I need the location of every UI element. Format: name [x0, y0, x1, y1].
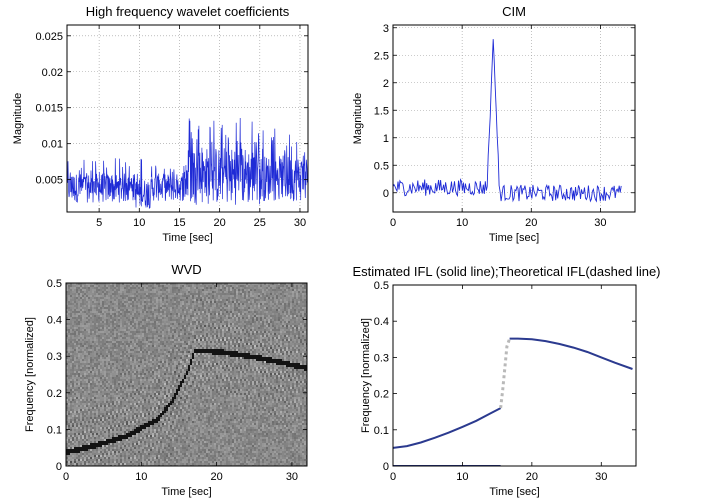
x-tick-label: 10	[133, 217, 145, 229]
series-line	[67, 158, 136, 203]
x-axis-label: Time [sec]	[161, 486, 211, 498]
y-tick-label: 0.4	[47, 315, 62, 327]
x-tick-label: 10	[456, 471, 468, 483]
y-axis-label: Magnitude	[352, 93, 364, 144]
y-tick-label: 0.015	[35, 103, 63, 115]
y-tick-label: 0	[383, 188, 389, 200]
axes-box	[392, 284, 637, 467]
x-tick-label: 10	[135, 471, 147, 483]
series-group	[393, 337, 633, 466]
axes-box	[392, 24, 636, 213]
y-axis-label: Frequency [normalized]	[360, 318, 372, 433]
y-tick-label: 0.5	[47, 278, 62, 290]
chart-title: High frequency wavelet coefficients	[86, 4, 290, 19]
theoretical-ifl-line	[499, 338, 512, 409]
x-tick-label: 10	[456, 217, 468, 229]
y-tick-label: 0.01	[42, 139, 63, 151]
y-tick-label: 0.025	[35, 31, 63, 43]
x-axis-label: Time [sec]	[162, 232, 212, 244]
y-tick-label: 2	[383, 78, 389, 90]
x-tick-label: 0	[390, 471, 396, 483]
chart-title: CIM	[502, 4, 526, 19]
y-tick-label: 0	[56, 461, 62, 473]
y-tick-label: 1	[383, 133, 389, 145]
y-tick-label: 0.4	[374, 316, 389, 328]
x-tick-label: 20	[526, 471, 538, 483]
y-tick-label: 1.5	[374, 105, 389, 117]
y-tick-label: 0.3	[47, 351, 62, 363]
x-tick-label: 5	[96, 217, 102, 229]
series-line	[185, 117, 261, 205]
x-tick-label: 20	[525, 217, 537, 229]
y-tick-label: 0.005	[35, 175, 63, 187]
x-axis-label: Time [sec]	[489, 486, 539, 498]
estimated-ifl-line	[509, 337, 633, 370]
axes-box	[65, 282, 308, 467]
chart-title: WVD	[171, 262, 201, 277]
x-tick-label: 30	[294, 217, 306, 229]
x-tick-label: 20	[211, 471, 223, 483]
series-line	[134, 158, 152, 209]
x-tick-label: 30	[286, 471, 298, 483]
y-tick-label: 2.5	[374, 50, 389, 62]
series-line	[393, 39, 622, 203]
series-line	[259, 128, 308, 202]
y-tick-label: 3	[383, 23, 389, 35]
y-tick-label: 0.3	[374, 352, 389, 364]
series-group	[393, 39, 622, 203]
x-tick-label: 20	[214, 217, 226, 229]
x-tick-label: 0	[390, 217, 396, 229]
y-tick-label: 0.02	[42, 67, 63, 79]
chart-title: Estimated IFL (solid line);Theoretical I…	[352, 264, 660, 279]
y-tick-label: 0.2	[47, 388, 62, 400]
y-tick-label: 0.2	[374, 389, 389, 401]
y-axis-label: Frequency [normalized]	[24, 317, 36, 432]
y-axis-label: Magnitude	[12, 93, 24, 144]
x-tick-label: 0	[63, 471, 69, 483]
y-tick-label: 0.5	[374, 160, 389, 172]
y-tick-label: 0	[383, 461, 389, 473]
x-tick-label: 30	[594, 217, 606, 229]
x-tick-label: 15	[173, 217, 185, 229]
x-axis-label: Time [sec]	[489, 232, 539, 244]
plot-area	[393, 285, 636, 466]
y-tick-label: 0.1	[47, 424, 62, 436]
y-tick-label: 0.1	[374, 425, 389, 437]
plot-area	[393, 25, 635, 212]
x-tick-label: 30	[595, 471, 607, 483]
y-tick-label: 0.5	[374, 280, 389, 292]
x-tick-label: 25	[254, 217, 266, 229]
estimated-ifl-line	[393, 407, 502, 449]
wvd-image	[66, 283, 307, 466]
axes-box	[66, 24, 309, 213]
series-line	[150, 165, 187, 201]
series-group	[67, 117, 308, 209]
